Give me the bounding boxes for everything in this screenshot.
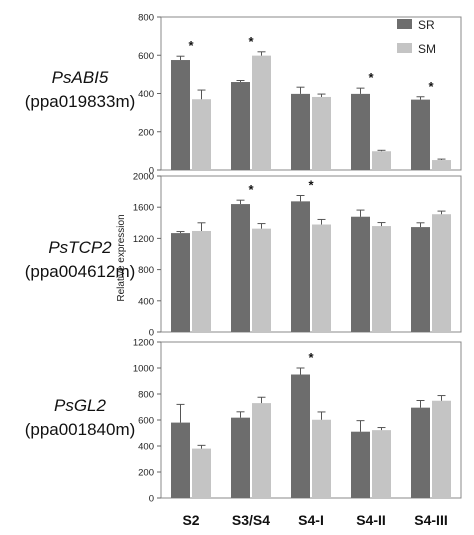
bar-sm: [192, 230, 211, 332]
bar-sm: [252, 55, 271, 170]
bar-sm: [432, 160, 451, 170]
significance-marker: *: [188, 38, 194, 53]
bar-sm: [312, 224, 331, 332]
panel-frame: [160, 175, 462, 333]
y-tick-label: 1000: [133, 364, 154, 375]
gene-id: (ppa019833m): [24, 92, 136, 111]
gene-name: PsTCP2: [48, 238, 112, 257]
significance-marker: *: [248, 34, 254, 49]
legend-swatch-sm: [397, 43, 412, 53]
bar-sm: [372, 151, 391, 170]
bar-sr: [171, 422, 190, 498]
y-tick-label: 200: [138, 127, 154, 138]
x-category-label: S4-I: [298, 512, 324, 528]
bar-sm: [312, 96, 331, 170]
x-category-label: S4-III: [414, 512, 447, 528]
legend-swatch-sr: [397, 19, 412, 29]
y-tick-label: 200: [138, 468, 154, 479]
significance-marker: *: [368, 70, 374, 85]
y-tick-label: 0: [149, 494, 154, 505]
bar-sr: [291, 93, 310, 170]
bar-sm: [252, 403, 271, 498]
bar-sm: [372, 226, 391, 332]
bar-sm: [372, 430, 391, 498]
y-tick-label: 400: [138, 89, 154, 100]
legend-label-sm: SM: [418, 42, 436, 56]
gene-id: (ppa004612m): [24, 262, 136, 281]
bar-sm: [432, 400, 451, 498]
bar-sr: [411, 99, 430, 170]
y-tick-label: 400: [138, 442, 154, 453]
y-tick-label: 400: [138, 296, 154, 307]
bar-sr: [351, 216, 370, 332]
y-axis-label: Relative expression: [116, 214, 127, 301]
gene-label-tcp2: PsTCP2 (ppa004612m): [0, 236, 160, 284]
bar-sr: [411, 407, 430, 498]
significance-marker: *: [248, 182, 254, 197]
x-category-label: S4-II: [356, 512, 386, 528]
x-category-label: S2: [182, 512, 199, 528]
bar-sm: [432, 214, 451, 332]
y-tick-label: 600: [138, 416, 154, 427]
legend-label-sr: SR: [418, 18, 435, 32]
y-tick-label: 1200: [133, 234, 154, 245]
significance-marker: *: [428, 79, 434, 94]
bar-sm: [192, 99, 211, 170]
bar-sr: [171, 60, 190, 170]
bar-sm: [252, 228, 271, 332]
bar-sr: [351, 93, 370, 170]
bar-sm: [192, 448, 211, 498]
x-category-label: S3/S4: [232, 512, 270, 528]
y-tick-label: 1200: [133, 338, 154, 349]
gene-label-gl2: PsGL2 (ppa001840m): [0, 394, 160, 442]
bar-sr: [411, 227, 430, 332]
y-tick-label: 800: [138, 13, 154, 24]
bar-sr: [171, 233, 190, 332]
bar-sr: [291, 374, 310, 498]
y-tick-label: 0: [149, 328, 154, 339]
gene-name: PsABI5: [51, 68, 109, 87]
y-tick-label: 600: [138, 51, 154, 62]
y-tick-label: 1600: [133, 203, 154, 214]
bar-sr: [231, 417, 250, 498]
y-tick-label: 800: [138, 265, 154, 276]
bar-sm: [312, 419, 331, 498]
bar-sr: [291, 201, 310, 332]
gene-label-abi5: PsABI5 (ppa019833m): [0, 66, 160, 114]
significance-marker: *: [308, 178, 314, 193]
y-tick-label: 0: [149, 166, 154, 177]
y-tick-label: 2000: [133, 172, 154, 183]
gene-name: PsGL2: [54, 396, 106, 415]
y-tick-label: 800: [138, 390, 154, 401]
bar-sr: [231, 204, 250, 332]
bar-sr: [231, 82, 250, 170]
significance-marker: *: [308, 350, 314, 365]
bar-sr: [351, 431, 370, 498]
gene-id: (ppa001840m): [24, 420, 136, 439]
